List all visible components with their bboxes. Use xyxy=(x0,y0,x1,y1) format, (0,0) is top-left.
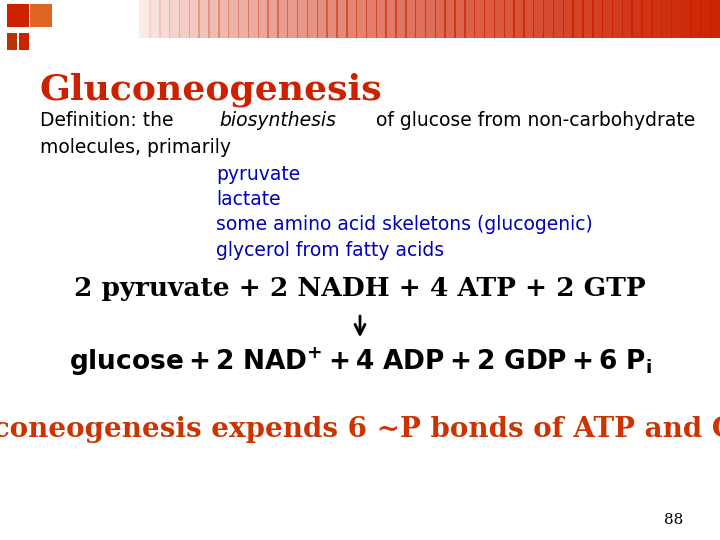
Bar xyxy=(238,0,249,38)
Bar xyxy=(562,0,574,38)
Text: biosynthesis: biosynthesis xyxy=(220,111,336,130)
Bar xyxy=(543,0,554,38)
Bar xyxy=(326,0,338,38)
Text: Gluconeogenesis expends 6 ~P bonds of ATP and GTP.: Gluconeogenesis expends 6 ~P bonds of AT… xyxy=(0,416,720,443)
Text: 2 pyruvate + 2 NADH + 4 ATP + 2 GTP: 2 pyruvate + 2 NADH + 4 ATP + 2 GTP xyxy=(74,276,646,301)
Bar xyxy=(19,33,29,50)
Bar xyxy=(444,0,456,38)
Bar xyxy=(140,0,150,38)
Bar xyxy=(267,0,279,38)
Bar xyxy=(533,0,544,38)
Bar xyxy=(130,0,141,38)
Bar xyxy=(592,0,603,38)
Bar xyxy=(464,0,475,38)
Bar xyxy=(30,4,52,27)
Bar xyxy=(317,0,328,38)
Bar xyxy=(671,0,682,38)
Text: lactate: lactate xyxy=(216,190,281,209)
Text: pyruvate: pyruvate xyxy=(216,165,300,184)
Bar xyxy=(642,0,652,38)
Bar xyxy=(572,0,584,38)
Bar xyxy=(179,0,190,38)
Text: glycerol from fatty acids: glycerol from fatty acids xyxy=(216,241,444,260)
Bar xyxy=(425,0,436,38)
Bar xyxy=(218,0,230,38)
Bar xyxy=(208,0,220,38)
Bar xyxy=(258,0,269,38)
Bar xyxy=(484,0,495,38)
Bar xyxy=(385,0,397,38)
Bar xyxy=(366,0,377,38)
Bar xyxy=(228,0,239,38)
Bar xyxy=(582,0,593,38)
Bar xyxy=(621,0,633,38)
Bar xyxy=(297,0,308,38)
Bar xyxy=(405,0,416,38)
Text: some amino acid skeletons (glucogenic): some amino acid skeletons (glucogenic) xyxy=(216,215,593,234)
Bar xyxy=(7,4,29,27)
Bar xyxy=(494,0,505,38)
Bar xyxy=(602,0,613,38)
Bar xyxy=(346,0,357,38)
Text: of glucose from non-carbohydrate: of glucose from non-carbohydrate xyxy=(370,111,696,130)
Bar xyxy=(631,0,643,38)
Bar xyxy=(287,0,298,38)
Bar xyxy=(336,0,348,38)
Bar xyxy=(395,0,407,38)
Bar xyxy=(503,0,515,38)
Bar xyxy=(701,0,711,38)
Text: $\mathbf{glucose + 2\ NAD^{+} + 4\ ADP + 2\ GDP + 6\ P_{i}}$: $\mathbf{glucose + 2\ NAD^{+} + 4\ ADP +… xyxy=(68,346,652,378)
Bar xyxy=(169,0,180,38)
Text: Gluconeogenesis: Gluconeogenesis xyxy=(40,73,382,107)
Bar xyxy=(651,0,662,38)
Bar xyxy=(513,0,525,38)
Bar xyxy=(376,0,387,38)
Bar xyxy=(553,0,564,38)
Text: Definition: the: Definition: the xyxy=(40,111,179,130)
Bar xyxy=(690,0,702,38)
Bar xyxy=(415,0,426,38)
Bar xyxy=(474,0,485,38)
Bar xyxy=(277,0,289,38)
Bar xyxy=(710,0,720,38)
Bar xyxy=(454,0,466,38)
Bar xyxy=(680,0,692,38)
Bar xyxy=(159,0,171,38)
Text: molecules, primarily: molecules, primarily xyxy=(40,138,230,157)
Bar xyxy=(612,0,623,38)
Bar xyxy=(199,0,210,38)
Bar xyxy=(7,33,17,50)
Bar xyxy=(248,0,259,38)
Bar xyxy=(307,0,318,38)
Text: 88: 88 xyxy=(664,512,683,526)
Bar xyxy=(356,0,367,38)
Bar xyxy=(149,0,161,38)
Bar xyxy=(661,0,672,38)
Bar xyxy=(523,0,534,38)
Bar xyxy=(189,0,200,38)
Bar xyxy=(435,0,446,38)
